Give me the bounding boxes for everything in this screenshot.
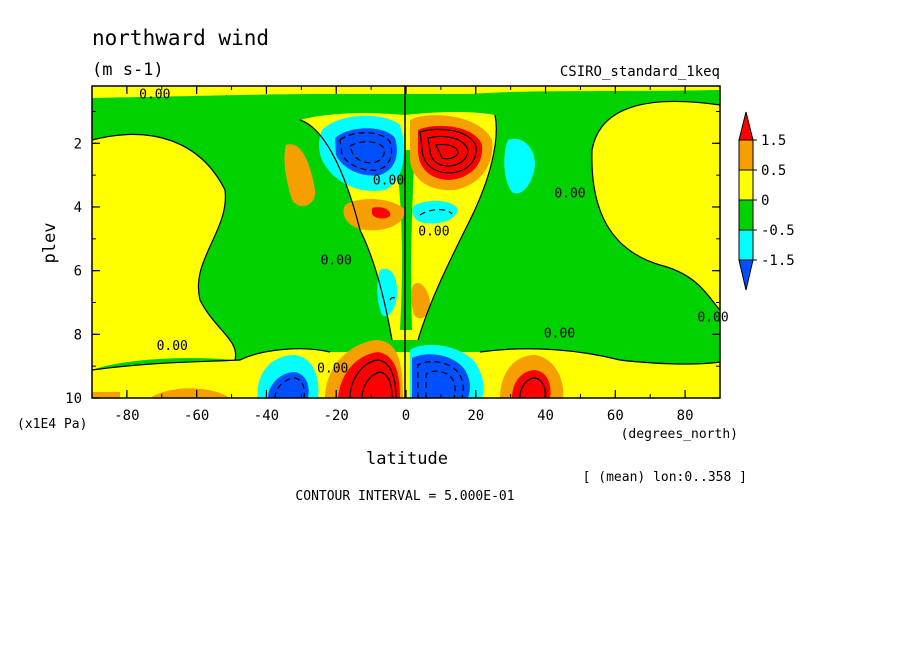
contour-label: 0.00 [373,174,404,189]
x-tick-label: 0 [402,408,410,424]
contour-fills [92,86,720,398]
fill-cyan-east [504,138,535,194]
chart-title: northward wind [92,26,269,50]
colorbar-legend: 1.5 0.5 0 -0.5 -1.5 [738,111,795,291]
x-tick-label: -60 [184,408,209,424]
contour-label: 0.00 [139,88,170,103]
legend-swatch [738,169,754,201]
x-tick-label: -20 [324,408,349,424]
x-axis: -80 -60 -40 -20 0 20 40 60 80 [91,86,721,424]
y-tick-label: 4 [74,200,82,216]
chart-units: (m s-1) [92,60,164,80]
x-tick-label: 60 [607,408,624,424]
fill-red-br [512,370,551,398]
fill-orange-low [411,282,430,319]
contour-label: 0.00 [321,253,352,268]
contour-label: 0.00 [554,186,585,201]
contour-labels: 0.00 0.00 0.00 0.00 0.00 0.00 0.00 0.00 0.00 [139,88,729,377]
legend-swatch-max [738,111,754,141]
y-axis: 2 4 6 8 10 [65,110,720,407]
fill-orange-bl [150,388,230,398]
y-tick-label: 10 [65,391,82,407]
legend-swatch [738,229,754,261]
x-tick-label: -80 [114,408,139,424]
fill-red-upper [418,125,483,180]
x-tick-label: 80 [677,408,694,424]
legend-label: -1.5 [761,253,795,269]
y-tick-label: 6 [74,264,82,280]
contour-lines [92,86,720,398]
y-axis-label: plev [40,223,60,264]
fill-orange-west [284,144,316,207]
contour-lines-negative [274,132,464,398]
y-tick-label: 8 [74,327,82,343]
x-axis-label: latitude [366,449,448,469]
x-tick-label: 40 [537,408,554,424]
fill-orange-bl-inner [92,392,120,398]
mean-note: [ (mean) lon:0..358 ] [583,470,747,485]
legend-swatch [738,199,754,231]
fill-blue-upper [335,128,397,176]
y-tick-label: 2 [74,136,82,152]
fill-red-mid [372,207,391,219]
contour-label: 0.00 [418,225,449,240]
contour-label: 0.00 [317,362,348,377]
contour-label: 0.00 [697,311,728,326]
legend-label: -0.5 [761,223,795,239]
x-axis-units: (degrees_north) [621,427,738,442]
x-tick-label: 20 [467,408,484,424]
contour-interval: CONTOUR INTERVAL = 5.000E-01 [295,489,514,504]
y-axis-units: (x1E4 Pa) [17,417,87,432]
fill-yellow-east [591,101,720,310]
fill-red-bc [338,352,400,398]
fill-blue-bl [268,372,309,398]
fill-cyan-low [377,268,398,317]
fill-yellow-west [92,134,236,370]
fill-cyan-mid [412,200,458,224]
legend-swatch [738,139,754,171]
legend-swatch-min [738,259,754,291]
contour-label: 0.00 [157,339,188,354]
contour-label: 0.00 [544,327,575,342]
x-tick-label: -40 [254,408,279,424]
legend-label: 0.5 [761,163,786,179]
legend-label: 0 [761,193,769,209]
model-name: CSIRO_standard_1keq [560,64,720,80]
legend-label: 1.5 [761,133,786,149]
fill-yellow-bottom [92,348,720,398]
